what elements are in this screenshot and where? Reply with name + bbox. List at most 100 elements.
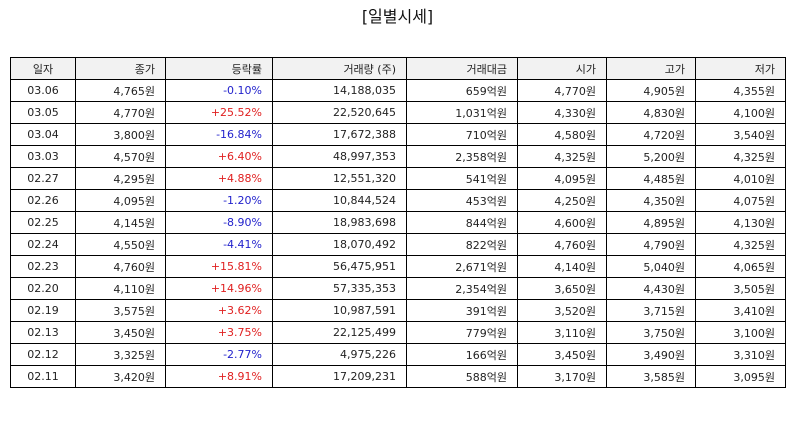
cell-date: 02.26 [10,189,76,212]
cell-close: 4,770원 [75,101,166,124]
table-row: 03.06 4,765원 -0.10% 14,188,035 659억원 4,770원 4,… [10,79,786,102]
cell-trade-value: 2,358억원 [406,145,518,168]
cell-date: 03.03 [10,145,76,168]
cell-close: 4,765원 [75,79,166,102]
cell-change-rate: +25.52% [165,101,273,124]
cell-close: 3,450원 [75,321,166,344]
table-row: 02.23 4,760원 +15.81% 56,475,951 2,671억원 4,140… [10,255,786,278]
cell-date: 02.20 [10,277,76,300]
cell-high: 5,200원 [606,145,696,168]
cell-open: 3,170원 [517,365,607,388]
header-high: 고가 [606,57,696,80]
cell-low: 4,325원 [695,233,786,256]
table-row: 02.19 3,575원 +3.62% 10,987,591 391억원 3,520원 3,… [10,299,786,322]
cell-change-rate: +8.91% [165,365,273,388]
cell-open: 4,330원 [517,101,607,124]
cell-change-rate: -8.90% [165,211,273,234]
cell-low: 3,540원 [695,123,786,146]
cell-close: 4,550원 [75,233,166,256]
cell-change-rate: +3.62% [165,299,273,322]
cell-trade-value: 1,031억원 [406,101,518,124]
cell-low: 4,075원 [695,189,786,212]
cell-low: 3,410원 [695,299,786,322]
cell-change-rate: -1.20% [165,189,273,212]
cell-open: 3,650원 [517,277,607,300]
cell-volume: 17,672,388 [272,123,407,146]
cell-open: 4,580원 [517,123,607,146]
cell-change-rate: -2.77% [165,343,273,366]
cell-change-rate: +6.40% [165,145,273,168]
cell-date: 02.12 [10,343,76,366]
cell-trade-value: 2,354억원 [406,277,518,300]
cell-change-rate: +4.88% [165,167,273,190]
cell-close: 4,295원 [75,167,166,190]
cell-close: 3,325원 [75,343,166,366]
table-header: 일자 종가 등락률 거래량 (주) 거래대금 시가 고가 저가 [10,57,786,80]
cell-change-rate: +15.81% [165,255,273,278]
cell-open: 4,140원 [517,255,607,278]
table-row: 02.26 4,095원 -1.20% 10,844,524 453억원 4,250원 4,… [10,189,786,212]
table-row: 02.25 4,145원 -8.90% 18,983,698 844억원 4,600원 4,… [10,211,786,234]
cell-volume: 22,125,499 [272,321,407,344]
cell-low: 3,310원 [695,343,786,366]
cell-date: 02.27 [10,167,76,190]
table-row: 03.04 3,800원 -16.84% 17,672,388 710억원 4,580원 4… [10,123,786,146]
cell-change-rate: +14.96% [165,277,273,300]
cell-volume: 12,551,320 [272,167,407,190]
cell-high: 4,430원 [606,277,696,300]
cell-volume: 22,520,645 [272,101,407,124]
cell-trade-value: 541억원 [406,167,518,190]
cell-trade-value: 453억원 [406,189,518,212]
table-row: 03.03 4,570원 +6.40% 48,997,353 2,358억원 4,325원… [10,145,786,168]
cell-close: 3,420원 [75,365,166,388]
cell-close: 4,570원 [75,145,166,168]
cell-open: 4,250원 [517,189,607,212]
cell-trade-value: 659억원 [406,79,518,102]
table-row: 02.12 3,325원 -2.77% 4,975,226 166억원 3,450원 3,4… [10,343,786,366]
cell-low: 4,065원 [695,255,786,278]
header-close: 종가 [75,57,166,80]
header-trade-value: 거래대금 [406,57,518,80]
header-date: 일자 [10,57,76,80]
cell-open: 3,520원 [517,299,607,322]
cell-date: 03.04 [10,123,76,146]
cell-high: 4,830원 [606,101,696,124]
table-body: 03.06 4,765원 -0.10% 14,188,035 659억원 4,770원 4,… [10,79,786,388]
table-row: 03.05 4,770원 +25.52% 22,520,645 1,031억원 4,330… [10,101,786,124]
cell-high: 4,720원 [606,123,696,146]
cell-date: 02.24 [10,233,76,256]
cell-trade-value: 710억원 [406,123,518,146]
cell-open: 4,770원 [517,79,607,102]
cell-volume: 18,983,698 [272,211,407,234]
cell-low: 4,325원 [695,145,786,168]
cell-open: 3,110원 [517,321,607,344]
header-low: 저가 [695,57,786,80]
cell-volume: 10,987,591 [272,299,407,322]
cell-open: 4,760원 [517,233,607,256]
cell-trade-value: 391억원 [406,299,518,322]
daily-price-table: 일자 종가 등락률 거래량 (주) 거래대금 시가 고가 저가 03.06 4,7… [10,57,786,388]
table-row: 02.20 4,110원 +14.96% 57,335,353 2,354억원 3,650… [10,277,786,300]
cell-date: 02.19 [10,299,76,322]
cell-date: 03.05 [10,101,76,124]
cell-high: 4,905원 [606,79,696,102]
cell-open: 4,095원 [517,167,607,190]
cell-high: 3,715원 [606,299,696,322]
cell-close: 3,575원 [75,299,166,322]
header-change-rate: 등락률 [165,57,273,80]
table-row: 02.27 4,295원 +4.88% 12,551,320 541억원 4,095원 4,… [10,167,786,190]
cell-trade-value: 779억원 [406,321,518,344]
cell-low: 3,505원 [695,277,786,300]
cell-open: 4,325원 [517,145,607,168]
cell-volume: 57,335,353 [272,277,407,300]
cell-trade-value: 588억원 [406,365,518,388]
cell-close: 4,760원 [75,255,166,278]
cell-volume: 4,975,226 [272,343,407,366]
cell-volume: 56,475,951 [272,255,407,278]
cell-change-rate: -16.84% [165,123,273,146]
cell-change-rate: -4.41% [165,233,273,256]
cell-date: 03.06 [10,79,76,102]
cell-high: 4,350원 [606,189,696,212]
table-row: 02.11 3,420원 +8.91% 17,209,231 588억원 3,170원 3,… [10,365,786,388]
